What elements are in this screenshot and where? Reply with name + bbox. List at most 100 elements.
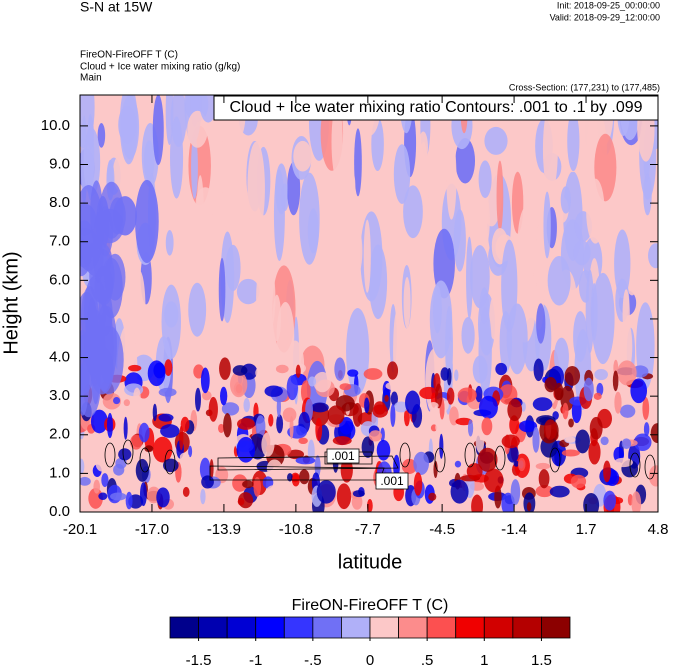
field-patch <box>583 377 594 402</box>
colorbar-box <box>455 616 485 639</box>
y-axis-label: Height (km) <box>0 251 22 354</box>
field-patch <box>433 228 455 299</box>
field-patch <box>164 359 173 377</box>
field-patch <box>543 191 551 259</box>
y-tick-label: 7.0 <box>49 233 70 250</box>
field <box>80 95 658 512</box>
field-patch <box>208 396 218 422</box>
field-patch <box>393 144 411 204</box>
field-patch <box>413 472 423 496</box>
field-patch <box>243 398 250 413</box>
field-patch <box>583 492 600 512</box>
field-patch <box>642 397 650 420</box>
field-patch <box>219 357 231 380</box>
field-patch <box>617 360 637 386</box>
field-patch <box>95 456 108 472</box>
field-patch <box>593 392 602 400</box>
field-patch <box>526 502 532 512</box>
field-patch <box>614 229 631 299</box>
colorbar-tick-label: 1.5 <box>531 652 552 668</box>
field-patch <box>237 497 245 506</box>
field-patch <box>327 405 345 425</box>
field-patch <box>80 476 91 486</box>
contour-label-box <box>326 448 360 464</box>
field-patch <box>567 110 580 172</box>
field-patch <box>331 104 343 180</box>
field-patch <box>110 492 127 501</box>
info-box-text: Cloud + Ice water mixing ratio Contours:… <box>229 99 642 116</box>
y-tick-label: 0.0 <box>49 503 70 520</box>
field-patch <box>532 426 540 453</box>
field-patch <box>471 494 484 512</box>
field-patch <box>496 160 504 232</box>
contour-line <box>434 447 446 473</box>
field-patch <box>513 460 520 467</box>
field-patch <box>273 169 285 261</box>
field-patch <box>507 445 519 463</box>
field-patch <box>393 401 409 413</box>
field-patch <box>152 436 173 463</box>
contour-line <box>629 452 641 478</box>
field-patch <box>506 303 528 375</box>
field-patch <box>80 458 85 475</box>
field-patch <box>275 364 289 374</box>
field-patch <box>614 188 632 238</box>
field-patch <box>98 492 108 500</box>
field-label: FireON-FireOFF T (C) <box>80 50 178 61</box>
field-patch <box>562 402 569 420</box>
field-patch <box>113 396 121 405</box>
field-patch <box>255 415 266 439</box>
contour-line <box>549 447 561 473</box>
init-time: Init: 2018-09-25_00:00:00 <box>557 0 660 10</box>
field-patch <box>517 457 526 472</box>
field-patch <box>483 468 504 493</box>
field-patch <box>295 456 316 465</box>
field-patch <box>542 104 558 194</box>
colorbar-box <box>283 616 314 639</box>
field-patch <box>109 197 126 235</box>
field-patch <box>455 417 473 426</box>
field-patch <box>621 438 632 450</box>
field-patch <box>88 488 103 509</box>
field-patch <box>315 417 323 442</box>
field-patch <box>313 371 332 393</box>
field-patch <box>588 439 601 465</box>
y-tick-label: 8.0 <box>49 194 70 211</box>
field-patch <box>276 414 284 434</box>
subtitle: Main <box>80 73 102 84</box>
field-patch <box>454 369 459 382</box>
field-patch <box>214 140 236 182</box>
field-patch <box>445 305 453 386</box>
field-patch <box>262 476 274 489</box>
field-patch <box>472 355 488 384</box>
colorbar-box <box>169 616 199 639</box>
field-patch <box>614 457 633 468</box>
colorbar-tick-label: 0 <box>366 652 374 668</box>
field-patch <box>650 423 658 444</box>
field-patch <box>123 416 128 440</box>
field-patch <box>133 270 146 349</box>
colorbar-box <box>541 616 571 639</box>
field-patch <box>130 434 143 450</box>
colorbar-box <box>483 616 514 639</box>
field-patch <box>207 213 221 277</box>
field-patch <box>314 455 321 478</box>
field-patch <box>453 209 466 272</box>
colorbar-tick-label: .5 <box>421 652 434 668</box>
field-patch <box>230 371 248 398</box>
x-tick-label: -1.4 <box>501 521 527 538</box>
field-patch <box>332 436 352 446</box>
field-patch <box>403 276 411 329</box>
colorbar-tick-label: -.5 <box>304 652 322 668</box>
info-box <box>213 95 659 121</box>
field-patch <box>264 385 283 397</box>
colorbar-tick-label: -1.5 <box>186 652 212 668</box>
field-patch <box>223 413 232 438</box>
field-patch <box>363 368 383 380</box>
colorbar-box <box>226 616 257 639</box>
field-patch <box>247 141 265 235</box>
colorbar-tick-label: -1 <box>249 652 262 668</box>
field-patch <box>253 477 262 497</box>
field-patch <box>387 361 399 380</box>
